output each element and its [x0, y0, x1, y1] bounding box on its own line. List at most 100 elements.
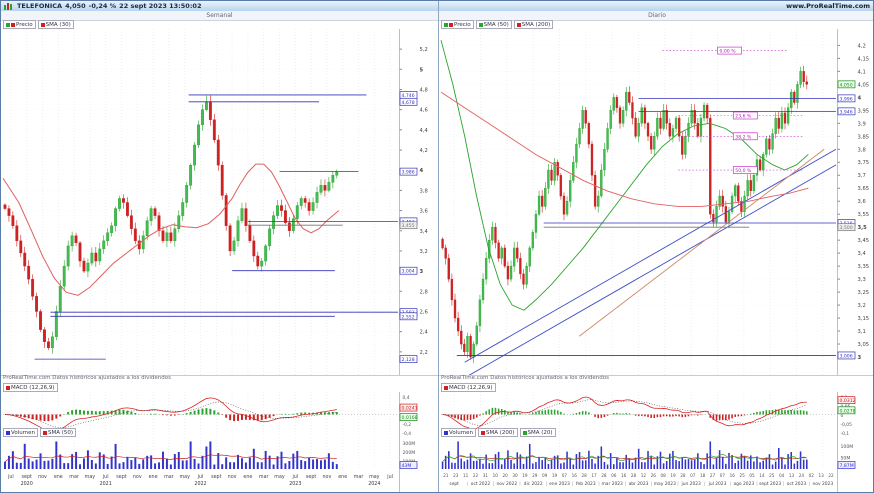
daily-chart-panel: Diario Precio SMA (50) SMA (200) 4,2 4,15 4,… — [438, 1, 874, 493]
daily-price-legend[interactable]: Precio SMA (50) SMA (200) — [441, 20, 554, 29]
legend-chip[interactable]: SMA (200) — [477, 428, 518, 437]
svg-text:sept: sept — [22, 474, 32, 480]
legend-label: SMA (200) — [485, 429, 515, 436]
svg-text:3,75: 3,75 — [858, 160, 870, 166]
svg-text:0,0241: 0,0241 — [402, 406, 418, 412]
legend-chip[interactable]: MACD (12,26,9) — [3, 383, 58, 392]
svg-text:27: 27 — [710, 473, 716, 478]
svg-text:4,050: 4,050 — [840, 82, 853, 88]
svg-text:2024: 2024 — [368, 481, 380, 487]
svg-text:sept: sept — [449, 481, 459, 487]
legend-chip[interactable]: Precio — [441, 20, 474, 29]
svg-text:|: | — [598, 481, 599, 487]
svg-text:2021: 2021 — [100, 481, 112, 487]
legend-chip[interactable]: Volumen — [3, 428, 38, 437]
legend-chip[interactable]: SMA (50) — [39, 428, 76, 437]
svg-text:3,946: 3,946 — [840, 109, 853, 115]
legend-chip[interactable]: SMA (200) — [513, 20, 554, 29]
svg-text:16: 16 — [572, 473, 578, 478]
svg-text:16: 16 — [730, 473, 736, 478]
weekly-volume-legend[interactable]: Volumen SMA (50) — [3, 428, 76, 437]
svg-text:3,6: 3,6 — [420, 209, 428, 215]
daily-volume-chart[interactable]: 100M 50M 7,87M — [439, 437, 874, 471]
daily-price-chart[interactable]: 4,24,154,14,0543,953,93,853,83,753,73,65… — [439, 29, 874, 376]
svg-text:dic 2022: dic 2022 — [524, 481, 543, 487]
legend-chip[interactable]: SMA (50) — [475, 20, 512, 29]
svg-text:4: 4 — [420, 168, 424, 174]
svg-text:mar: mar — [164, 474, 174, 480]
candles — [441, 65, 808, 364]
instrument-name: TELEFONICA — [17, 2, 63, 10]
svg-text:3,65: 3,65 — [858, 186, 870, 192]
svg-text:nov 2023: nov 2023 — [813, 481, 834, 487]
svg-text:jun 2023: jun 2023 — [680, 481, 701, 487]
svg-text:3,45: 3,45 — [858, 238, 870, 244]
legend-color-icon — [444, 385, 448, 390]
svg-text:may 2023: may 2023 — [654, 481, 676, 487]
svg-text:-0,2: -0,2 — [403, 422, 412, 428]
svg-text:3,4: 3,4 — [858, 251, 867, 257]
svg-text:|: | — [704, 481, 705, 487]
svg-text:07: 07 — [720, 473, 726, 478]
daily-macd-legend[interactable]: MACD (12,26,9) — [441, 383, 496, 392]
svg-text:mar: mar — [69, 474, 79, 480]
svg-text:3,5: 3,5 — [858, 225, 868, 231]
daily-volume-legend[interactable]: Volumen SMA (200) SMA (20) — [441, 428, 556, 437]
svg-text:16: 16 — [621, 473, 627, 478]
quote-datetime: 22 sept 2023 13:50:02 — [119, 2, 202, 10]
svg-text:0,0278: 0,0278 — [840, 408, 856, 414]
svg-text:28: 28 — [601, 473, 607, 478]
svg-text:21: 21 — [443, 473, 449, 478]
weekly-macd-legend[interactable]: MACD (12,26,9) — [3, 383, 58, 392]
svg-text:ago 2023: ago 2023 — [733, 481, 754, 487]
svg-text:26: 26 — [651, 473, 657, 478]
svg-text:3,500: 3,500 — [840, 225, 853, 231]
weekly-volume-chart[interactable]: 300M200M100M43M — [1, 437, 438, 471]
svg-text:may: may — [85, 475, 96, 480]
svg-text:38,2 %: 38,2 % — [735, 134, 752, 140]
svg-text:3,7: 3,7 — [858, 173, 866, 179]
legend-chip[interactable]: Volumen — [441, 428, 476, 437]
legend-color-icon — [42, 430, 47, 435]
legend-chip[interactable]: SMA (20) — [519, 428, 556, 437]
svg-text:05: 05 — [749, 473, 755, 478]
svg-text:28: 28 — [680, 473, 686, 478]
svg-text:07: 07 — [690, 473, 696, 478]
svg-text:3,455: 3,455 — [402, 223, 415, 229]
daily-time-axis[interactable]: 21 23 11 22 31 10 20 30 19 29 09 19 07 16 28 17 28 06 16 28… — [439, 470, 874, 493]
svg-text:sept 2023: sept 2023 — [759, 481, 781, 487]
weekly-price-legend[interactable]: Precio SMA (30) — [3, 20, 74, 29]
svg-text:3,95: 3,95 — [858, 108, 870, 114]
svg-text:22: 22 — [473, 473, 479, 478]
legend-label: SMA (200) — [521, 21, 551, 28]
svg-text:3,85: 3,85 — [858, 134, 870, 140]
svg-text:3,4: 3,4 — [420, 229, 429, 235]
svg-text:25: 25 — [769, 473, 775, 478]
legend-chip[interactable]: SMA (30) — [37, 20, 74, 29]
legend-color-icon — [444, 22, 448, 27]
legend-chip[interactable]: Precio — [3, 20, 36, 29]
instrument-change: -0,24 % — [88, 2, 117, 10]
svg-text:|: | — [651, 481, 652, 487]
svg-text:11: 11 — [463, 473, 469, 478]
legend-chip[interactable]: MACD (12,26,9) — [441, 383, 496, 392]
svg-text:19: 19 — [552, 473, 558, 478]
svg-text:19: 19 — [670, 473, 676, 478]
svg-text:02: 02 — [809, 473, 815, 478]
svg-text:3,986: 3,986 — [402, 170, 415, 176]
svg-text:3,15: 3,15 — [858, 316, 870, 322]
svg-text:oct 2022: oct 2022 — [471, 481, 491, 487]
legend-color-icon — [6, 430, 10, 435]
svg-text:jul: jul — [197, 474, 204, 480]
svg-text:4,8: 4,8 — [420, 87, 428, 93]
svg-text:3,1: 3,1 — [858, 329, 866, 335]
svg-text:|: | — [546, 481, 547, 487]
svg-text:3,3: 3,3 — [858, 277, 866, 283]
svg-text:jul 2023: jul 2023 — [708, 481, 727, 487]
svg-text:jul: jul — [291, 474, 298, 480]
svg-text:2022: 2022 — [194, 481, 206, 487]
weekly-price-chart[interactable]: 5,2 5 4,8 4,6 4,4 4,2 4 3,8 3,6 3,4 3,2 3 2,8 2,6 2,4 2… — [1, 29, 438, 376]
legend-color-icon — [6, 385, 10, 390]
